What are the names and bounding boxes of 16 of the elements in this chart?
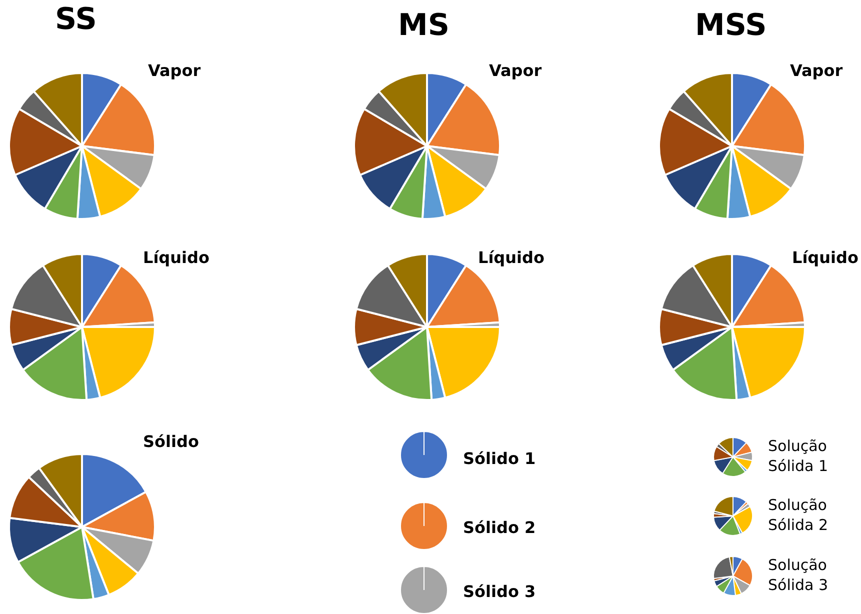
- chart-title: Líquido: [143, 248, 210, 267]
- text: Solução Sólida 3: [768, 555, 830, 595]
- text: Solução Sólida 2: [768, 495, 830, 535]
- chart-subtitle: Vapor: [489, 61, 542, 80]
- chart-title: Líquido: [478, 248, 544, 267]
- text: Sólido 1: [463, 449, 536, 468]
- chart-subtitle: Vapor: [790, 61, 843, 80]
- text: Sólido 3: [463, 582, 536, 601]
- text: Sólido 2: [463, 518, 536, 537]
- chart-title: Sólido: [143, 432, 199, 451]
- chart-title: Líquido: [792, 248, 858, 267]
- chart-title: SS: [55, 2, 97, 37]
- chart-title: MSS: [695, 8, 767, 43]
- chart-subtitle: Vapor: [148, 61, 201, 80]
- chart-title: MS: [398, 8, 450, 43]
- text: Solução Sólida 1: [768, 436, 830, 476]
